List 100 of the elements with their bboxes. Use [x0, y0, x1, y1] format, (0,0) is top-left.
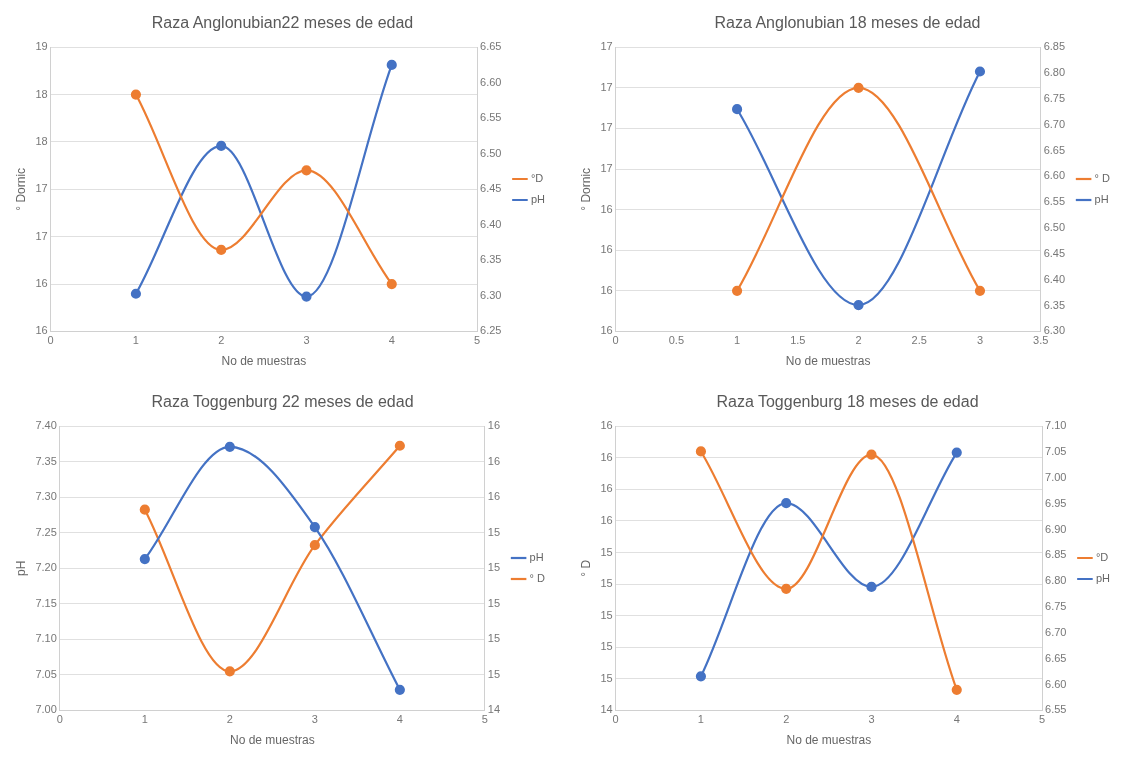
y2-tick-label: 6.80: [1045, 574, 1067, 587]
y2-tick-label: 6.70: [1045, 625, 1067, 638]
y2-tick-label: 16: [487, 454, 501, 467]
y2-tick-label: 14: [487, 703, 501, 716]
y-tick-label: 7.00: [35, 703, 57, 716]
y-tick-label: 17: [600, 80, 613, 93]
x-tick-label: 3: [976, 334, 984, 347]
x-tick-label: 4: [953, 713, 960, 726]
point: [386, 59, 397, 71]
x-axis-title: No de muestras: [785, 354, 871, 369]
y2-tick-label: 6.45: [480, 182, 502, 195]
x-tick-label: 2: [855, 334, 862, 347]
y2-tick-label: 7.10: [1045, 419, 1067, 432]
y-tick-label: 16: [600, 513, 613, 526]
point: [309, 540, 320, 551]
point: [301, 291, 312, 302]
y2-tick-label: 15: [487, 561, 501, 574]
point: [951, 684, 962, 695]
x-tick-label: 4: [388, 334, 395, 347]
chart-title: Raza Toggenburg 18 meses de edad: [716, 393, 979, 411]
y-tick-label: 7.25: [35, 525, 57, 538]
x-tick-label: 5: [473, 334, 481, 347]
point: [866, 449, 877, 460]
y2-tick-label: 6.95: [1045, 496, 1067, 509]
y-tick-label: 15: [600, 608, 613, 621]
legend-label: °D: [530, 172, 544, 185]
x-tick-label: 0: [612, 713, 619, 726]
x-tick-label: 1.5: [790, 334, 806, 347]
x-tick-label: 2: [226, 713, 233, 726]
y-tick-label: 19: [35, 40, 48, 53]
y-axis-title: ° Dornic: [13, 167, 28, 211]
y-tick-label: 15: [600, 640, 613, 653]
y2-tick-label: 6.80: [1043, 66, 1066, 79]
x-tick-label: 3: [311, 713, 318, 726]
y2-tick-label: 6.65: [1045, 651, 1067, 664]
point: [695, 446, 707, 457]
x-tick-label: 3: [303, 334, 310, 347]
point: [974, 66, 986, 77]
point: [781, 498, 792, 509]
y2-tick-label: 15: [487, 596, 501, 609]
legend-label: ° D: [529, 572, 546, 585]
x-tick-label: 2: [783, 713, 790, 726]
x-tick-label: 0: [56, 713, 63, 726]
y-tick-label: 17: [600, 40, 613, 53]
point: [301, 165, 312, 176]
y-tick-label: 15: [600, 545, 613, 558]
y2-tick-label: 6.40: [1043, 272, 1066, 285]
y-tick-label: 16: [600, 243, 613, 256]
legend-label: pH: [529, 551, 544, 564]
point: [731, 104, 743, 115]
x-tick-label: 1: [141, 713, 148, 726]
y-tick-label: 17: [35, 182, 48, 195]
x-tick-label: 5: [481, 713, 488, 726]
y-tick-label: 16: [600, 324, 613, 337]
y2-tick-label: 15: [487, 525, 501, 538]
y2-tick-label: 6.65: [480, 40, 502, 53]
y2-tick-label: 6.30: [480, 288, 502, 301]
y-tick-label: 7.10: [35, 632, 57, 645]
y2-tick-label: 6.60: [1045, 677, 1067, 690]
x-tick-label: 0: [47, 334, 54, 347]
x-axis-title: No de muestras: [229, 733, 315, 748]
y-tick-label: 18: [35, 134, 48, 147]
y2-tick-label: 6.85: [1043, 40, 1066, 53]
chart-title: Raza Anglonubian 18 meses de edad: [714, 14, 981, 32]
y2-tick-label: 6.50: [480, 146, 502, 159]
y-tick-label: 18: [35, 87, 48, 100]
y2-tick-label: 6.55: [1045, 703, 1067, 716]
y2-tick-label: 6.55: [480, 111, 502, 124]
point: [216, 244, 227, 256]
point: [781, 583, 792, 594]
x-tick-label: 1: [697, 713, 704, 726]
y-tick-label: 17: [600, 162, 613, 175]
x-tick-label: 1: [132, 334, 139, 347]
y2-tick-label: 15: [487, 632, 501, 645]
y-tick-label: 14: [600, 703, 613, 716]
legend-label: pH: [1094, 193, 1109, 206]
x-tick-label: 0.5: [668, 334, 685, 347]
y-tick-label: 7.05: [35, 667, 57, 680]
y2-tick-label: 6.90: [1045, 522, 1067, 535]
x-axis-title: No de muestras: [221, 354, 307, 369]
y2-tick-label: 6.70: [1043, 117, 1066, 130]
point: [695, 671, 707, 682]
y2-tick-label: 6.30: [1043, 324, 1066, 337]
y-tick-label: 7.15: [35, 596, 57, 609]
x-tick-label: 1: [734, 334, 741, 347]
y-tick-label: 7.30: [35, 490, 57, 503]
y2-tick-label: 6.25: [480, 324, 502, 337]
y-tick-label: 7.20: [35, 561, 57, 574]
legend-label: °D: [1095, 551, 1109, 564]
y2-tick-label: 16: [487, 490, 501, 503]
point: [394, 684, 405, 695]
y2-tick-label: 15: [487, 667, 501, 680]
y-tick-label: 17: [600, 121, 613, 134]
y2-tick-label: 7.05: [1045, 445, 1067, 458]
legend-label: pH: [530, 193, 546, 206]
point: [309, 521, 320, 533]
y2-tick-label: 6.85: [1045, 548, 1067, 561]
y-tick-label: 15: [600, 577, 613, 590]
y-tick-label: 16: [35, 277, 48, 290]
y-tick-label: 7.40: [35, 419, 57, 432]
